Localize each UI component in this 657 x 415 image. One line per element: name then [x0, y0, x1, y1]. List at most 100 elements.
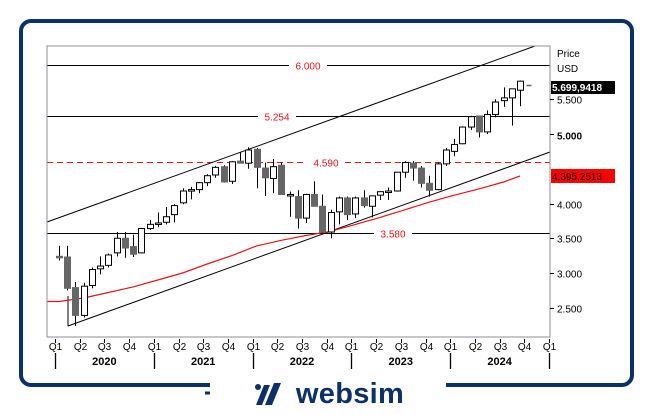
trend-channel: [46, 45, 551, 327]
level-label: 5.254: [264, 113, 289, 124]
upper-channel-line: [46, 45, 536, 223]
quarter-label: Q2: [271, 342, 285, 353]
candle: [492, 99, 499, 118]
level-label: 6.000: [295, 62, 320, 73]
candle: [328, 209, 335, 239]
candle: [517, 80, 524, 107]
candle: [180, 188, 187, 205]
axis-title-currency: USD: [557, 64, 578, 75]
candle: [451, 138, 458, 157]
year-label: 2023: [389, 356, 413, 368]
lower-channel-line: [67, 151, 551, 327]
candle: [319, 194, 326, 233]
quarter-label: Q2: [370, 342, 384, 353]
quarter-label: Q3: [494, 342, 508, 353]
candle: [204, 174, 211, 187]
candle: [426, 175, 433, 197]
candle: [237, 152, 244, 164]
y-tick-label: 5.000: [557, 132, 582, 143]
candle: [229, 161, 236, 185]
candle: [336, 196, 343, 225]
candle: [130, 234, 137, 258]
candle: [72, 282, 79, 326]
quarter-label: Q1: [543, 342, 557, 353]
year-label: 2020: [92, 356, 116, 368]
quarter-label: Q2: [74, 342, 88, 353]
candles: [56, 80, 532, 326]
candle: [89, 267, 96, 289]
candle: [155, 212, 162, 228]
quarter-label: Q2: [469, 342, 483, 353]
candle: [459, 126, 466, 145]
candle: [501, 87, 508, 107]
candle: [171, 204, 178, 223]
quarter-label: Q3: [197, 342, 211, 353]
year-label: 2022: [290, 356, 314, 368]
candle: [311, 181, 318, 207]
quarter-label: Q3: [296, 342, 310, 353]
current-price-text: 5.699,9418: [552, 83, 602, 94]
candle: [476, 115, 483, 138]
candle: [81, 282, 88, 318]
candle: [443, 147, 450, 166]
candle: [287, 191, 294, 217]
quarter-label: Q4: [222, 342, 236, 353]
quarter-label: Q1: [148, 342, 162, 353]
ma-price-badge: [551, 169, 615, 183]
current-price-badge: [551, 81, 615, 94]
quarter-label: Q4: [420, 342, 434, 353]
quarter-label: Q1: [345, 342, 359, 353]
candle: [410, 161, 417, 181]
candle: [245, 147, 252, 169]
year-label: 2024: [487, 356, 512, 368]
quarter-label: Q1: [444, 342, 458, 353]
candle: [484, 110, 491, 134]
quarter-label: Q1: [49, 342, 63, 353]
x-axis: Q1 Q2 Q3 Q4 Q1 Q2 Q3 Q4 Q1 Q2 Q3 Q4 Q1 Q2 Q3 Q4 Q1 Q2 Q3 Q4…: [49, 339, 557, 369]
candle: [56, 245, 63, 261]
plot-border: [46, 45, 551, 338]
level-label: 4.590: [313, 159, 338, 170]
candle: [278, 162, 285, 195]
candle: [369, 195, 376, 218]
candle: [468, 115, 475, 130]
candle: [114, 231, 121, 257]
chart-frame: [19, 19, 634, 387]
y-tick-label: 3.000: [557, 270, 582, 281]
candle: [303, 193, 310, 223]
candle: [295, 190, 302, 229]
y-axis: Price USD 5.500 5.000 4.000 3.500 3.000 2.500: [550, 49, 582, 316]
candle: [418, 165, 425, 188]
ma-price-text: 4.395,2513: [552, 172, 602, 183]
y-tick-label: 4.000: [557, 201, 582, 212]
candle: [122, 231, 129, 258]
candle: [138, 227, 145, 254]
moving-average-line: [47, 175, 521, 303]
quarter-label: Q1: [247, 342, 261, 353]
y-tick-label: 5.500: [557, 96, 582, 107]
moving-average-polyline: [47, 175, 521, 303]
y-tick-label: 2.500: [557, 305, 582, 316]
candle: [385, 187, 392, 201]
candle: [212, 165, 219, 178]
candle: [196, 181, 203, 194]
candle: [254, 147, 261, 189]
y-tick-label: 3.500: [557, 235, 582, 246]
brand-name: websim: [295, 377, 405, 410]
candle: [188, 186, 195, 200]
candle: [221, 165, 228, 183]
candle: [352, 196, 359, 219]
candle: [270, 159, 277, 194]
candle: [509, 88, 516, 126]
candle: [105, 253, 112, 268]
price-labels: 5.699,9418 4.395,2513: [551, 81, 615, 183]
axis-title-price: Price: [557, 49, 580, 60]
quarter-label: Q4: [518, 342, 532, 353]
quarter-label: Q4: [321, 342, 335, 353]
quarter-label: Q4: [123, 342, 137, 353]
candle: [344, 196, 351, 221]
quarter-label: Q2: [173, 342, 187, 353]
quarter-label: Q3: [395, 342, 409, 353]
candle: [361, 190, 368, 208]
